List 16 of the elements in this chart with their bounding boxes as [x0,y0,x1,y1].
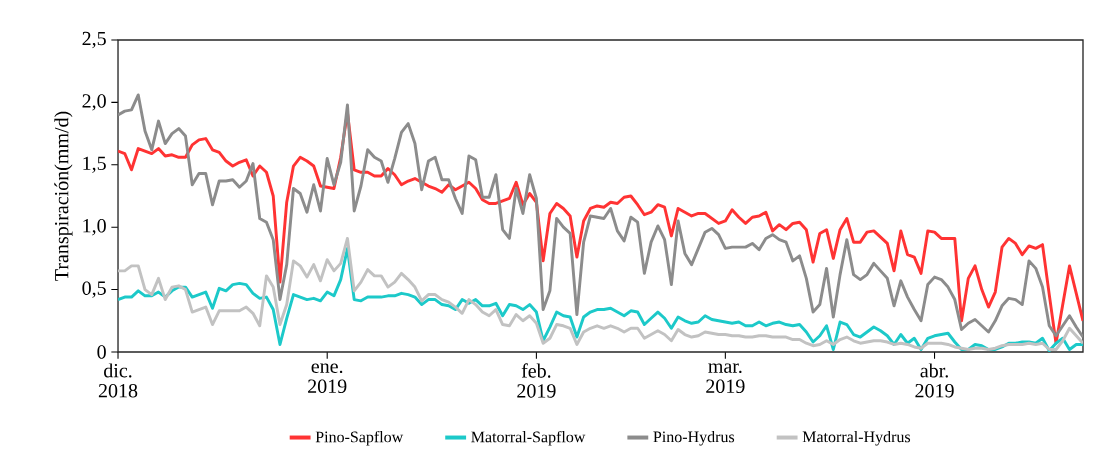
legend-label: Matorral-Hydrus [802,430,911,446]
x-tick-label: dic. 2018 [98,363,138,398]
x-tick-label: feb. 2019 [517,363,556,398]
y-tick-label: 2,0 [82,94,106,111]
legend-label: Pino-Hydrus [653,430,735,446]
y-tick-label: 0 [97,345,106,359]
y-tick-label: 1,5 [83,156,106,173]
x-tick-label: ene. 2019 [308,363,347,393]
legend-label: Pino-Sapflow [315,430,404,446]
legend-label: Matorral-Sapflow [471,430,586,446]
y-axis-title: Transpiración(mm/d) [54,111,73,281]
x-tick-label: mar. 2019 [706,363,745,393]
y-tick-label: 2,5 [82,31,106,49]
y-tick-label: 1,0 [83,219,106,236]
x-tick-label: abr. 2019 [915,363,954,398]
y-tick-label: 0,5 [82,281,106,298]
